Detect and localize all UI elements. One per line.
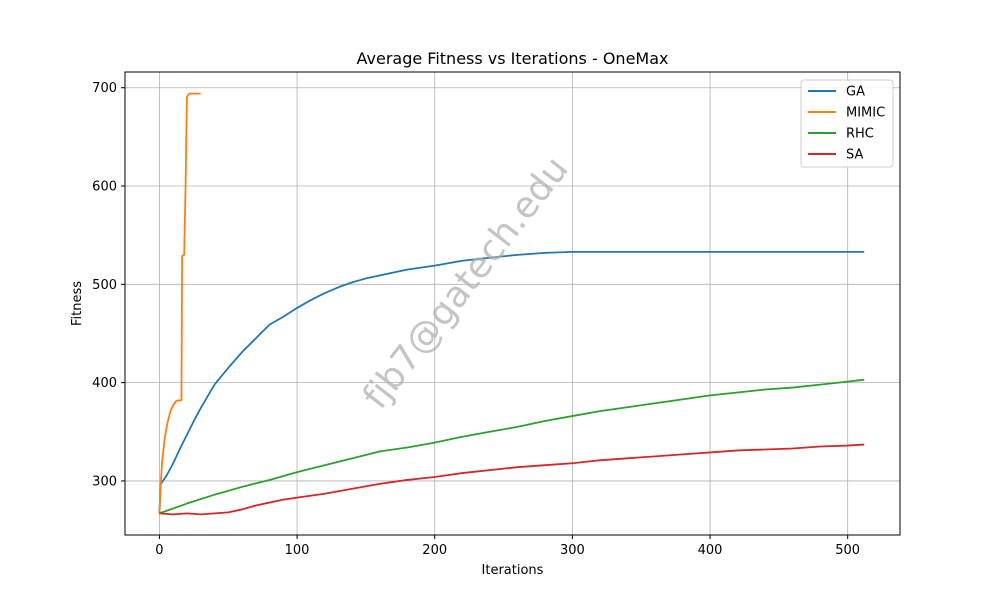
y-tick-label: 600 xyxy=(92,180,117,195)
x-tick-label: 200 xyxy=(422,543,447,558)
series-layer xyxy=(158,92,865,516)
plot-frame xyxy=(124,71,901,536)
y-tick-label: 700 xyxy=(92,81,117,96)
x-tick-label: 100 xyxy=(285,543,310,558)
x-tick-label: 0 xyxy=(155,543,163,558)
legend-box xyxy=(800,79,894,168)
y-tick-label: 400 xyxy=(92,376,117,391)
legend: GA MIMIC RHC SA xyxy=(800,79,894,168)
y-axis-title: Fitness xyxy=(70,281,85,326)
y-tick-label: 300 xyxy=(92,474,117,489)
series-line-ga xyxy=(158,250,865,514)
y-tick-label: 500 xyxy=(92,278,117,293)
grid xyxy=(125,72,900,535)
y-axis: 300 400 500 600 700 xyxy=(92,81,125,489)
legend-label-mimic: MIMIC xyxy=(846,106,885,121)
x-tick-label: 500 xyxy=(835,543,860,558)
x-tick-label: 400 xyxy=(698,543,723,558)
legend-label-rhc: RHC xyxy=(846,127,874,142)
x-tick-label: 300 xyxy=(560,543,585,558)
series-line-rhc xyxy=(159,378,865,515)
series-line-mimic xyxy=(158,92,201,514)
series-line-sa xyxy=(159,443,865,516)
x-axis: 0 100 200 300 400 500 xyxy=(155,535,860,558)
x-axis-title: Iterations xyxy=(482,563,544,578)
legend-label-ga: GA xyxy=(846,85,865,100)
chart-title: Average Fitness vs Iterations - OneMax xyxy=(357,49,669,68)
legend-label-sa: SA xyxy=(846,148,863,163)
